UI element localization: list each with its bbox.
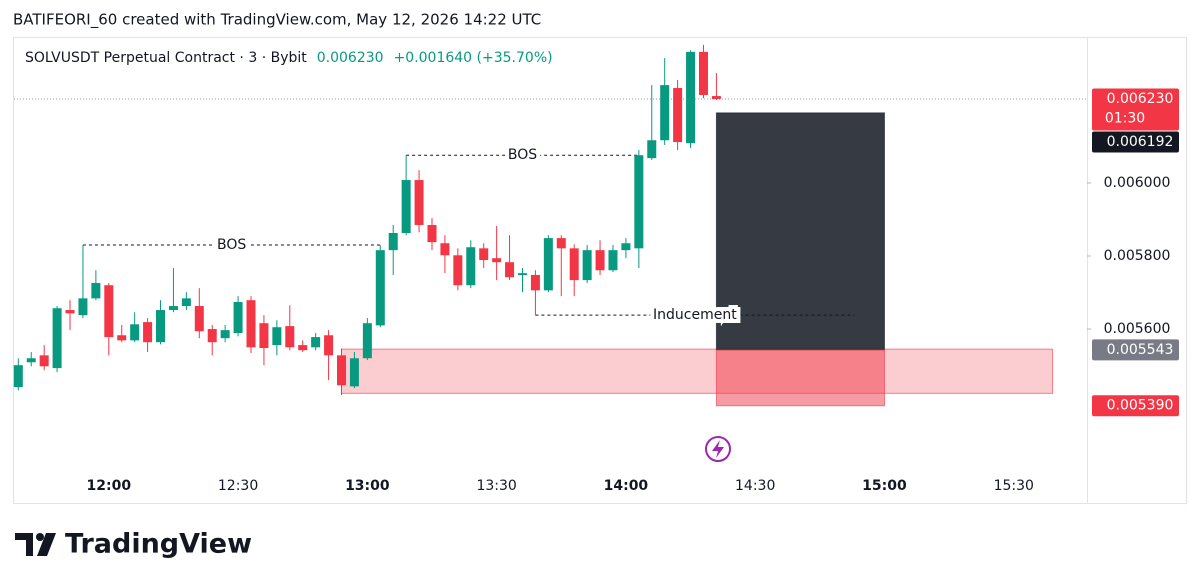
candle-body — [311, 337, 321, 348]
event-icon[interactable] — [705, 436, 731, 462]
candle-body — [543, 238, 553, 291]
candle-body — [117, 335, 127, 341]
price-label: 0.005543 — [1107, 342, 1174, 358]
price-label-countdown: 01:30 — [1105, 110, 1145, 126]
zone — [715, 349, 885, 407]
candle-body — [479, 248, 489, 261]
candle-body — [220, 330, 230, 339]
price-label: 0.006192 — [1107, 134, 1174, 150]
candle-body — [246, 300, 256, 348]
candle-body — [375, 250, 385, 326]
candle-body — [259, 323, 269, 349]
annotation-label: BOS — [508, 147, 537, 163]
candle-body — [582, 250, 592, 281]
x-tick-label: 15:00 — [862, 478, 907, 494]
logo-mark — [37, 533, 56, 556]
x-tick-label: 14:00 — [604, 478, 649, 494]
candle-body — [401, 180, 411, 234]
candle-body — [233, 302, 243, 334]
candle-body — [673, 88, 683, 143]
candle-body — [26, 358, 36, 363]
zone — [341, 348, 1054, 394]
change: +0.001640 (+35.70%) — [394, 50, 553, 66]
annotation-label: Inducement — [653, 307, 737, 323]
candle-body — [505, 262, 515, 278]
candle-body — [453, 255, 463, 286]
y-tick-label: 0.005600 — [1104, 321, 1171, 337]
candle-body — [427, 224, 437, 243]
candle-body — [285, 326, 295, 348]
y-tick-label: 0.005800 — [1104, 248, 1171, 264]
candle-body — [104, 285, 114, 338]
price-label: 0.005390 — [1107, 398, 1174, 414]
candle-body — [595, 250, 605, 271]
event-bolt — [712, 440, 724, 458]
zone — [715, 112, 885, 351]
logo-dot — [36, 533, 44, 541]
credit: BATIFEORI_60 created with TradingView.co… — [13, 11, 541, 30]
candle-body — [91, 283, 101, 299]
candle-body — [181, 298, 191, 307]
candle-body — [466, 247, 476, 286]
candle-body — [194, 306, 204, 332]
candle-body — [143, 322, 153, 343]
candle-body — [65, 310, 75, 314]
candle-body — [52, 308, 62, 369]
brand: TradingView — [65, 529, 252, 560]
candle-body — [530, 274, 540, 291]
candle-body — [130, 324, 140, 341]
x-tick-label: 14:30 — [735, 478, 775, 494]
candle-body — [440, 243, 450, 256]
candle-body — [207, 329, 217, 343]
x-tick-label: 13:00 — [345, 478, 390, 494]
price-label-box — [1092, 88, 1179, 131]
candle-body — [698, 51, 708, 95]
price-label-box — [1092, 395, 1179, 417]
plot: BOS BOS Inducement — [13, 44, 1087, 407]
candle-body — [492, 258, 502, 263]
last-price: 0.006230 — [317, 50, 384, 66]
candle-body — [337, 355, 347, 386]
candle-body — [608, 250, 618, 271]
candle-body — [13, 365, 23, 388]
candle-body — [388, 233, 398, 251]
candle-body — [517, 273, 527, 275]
candle-body — [272, 327, 282, 346]
x-tick-label: 12:00 — [87, 478, 132, 494]
candle-body — [634, 155, 644, 249]
candle-body — [168, 306, 178, 311]
candle-body — [621, 243, 631, 251]
candle-body — [362, 323, 372, 359]
x-tick-label: 12:30 — [218, 478, 258, 494]
candle-body — [569, 248, 579, 281]
candle-body — [647, 140, 657, 159]
symbol: SOLVUSDT Perpetual Contract · 3 · Bybit — [25, 50, 307, 66]
candle-body — [414, 180, 424, 225]
candle-body — [156, 310, 166, 343]
x-tick-label: 15:30 — [994, 478, 1034, 494]
price-label-box — [1092, 131, 1179, 153]
candle-body — [39, 355, 49, 367]
price-label-box — [1092, 339, 1179, 361]
candle-body — [324, 335, 334, 356]
candle-body — [711, 96, 721, 99]
candle-body — [556, 238, 566, 249]
x-tick-label: 13:30 — [476, 478, 516, 494]
panel-frame — [13, 37, 1187, 504]
logo — [15, 533, 56, 556]
candle-body — [78, 298, 88, 316]
candle-body — [349, 358, 359, 387]
candle-body — [686, 51, 696, 144]
annotation-label: BOS — [217, 237, 246, 253]
candle-body — [660, 85, 670, 141]
candle-body — [298, 345, 308, 351]
y-tick-label: 0.006000 — [1104, 175, 1171, 191]
price-label: 0.006230 — [1107, 91, 1174, 107]
logo-mark — [15, 533, 33, 556]
